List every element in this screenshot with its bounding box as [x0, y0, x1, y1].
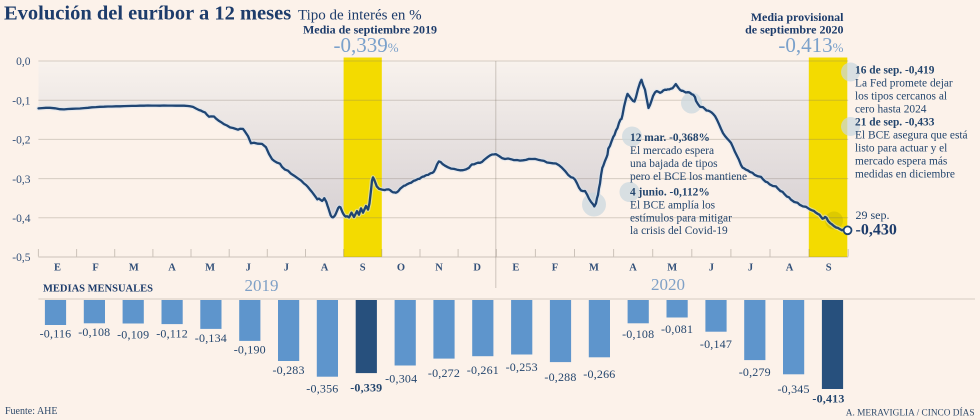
svg-text:21 de sep. -0,433: 21 de sep. -0,433: [855, 117, 935, 129]
svg-text:los tipos cercanos al: los tipos cercanos al: [855, 91, 947, 103]
svg-text:12 mar. -0,368%: 12 mar. -0,368%: [630, 132, 710, 144]
svg-text:N: N: [435, 263, 443, 274]
svg-text:M: M: [205, 263, 215, 274]
svg-text:E: E: [54, 263, 61, 274]
svg-text:-0,266: -0,266: [583, 367, 615, 381]
svg-text:D: D: [473, 263, 481, 274]
svg-text:-0,413: -0,413: [812, 392, 844, 406]
svg-text:-0,345: -0,345: [777, 382, 809, 396]
svg-text:J: J: [246, 263, 251, 274]
svg-text:la crisis del Covid-19: la crisis del Covid-19: [630, 225, 728, 237]
svg-text:A: A: [168, 263, 176, 274]
svg-text:-0,430: -0,430: [856, 222, 897, 239]
svg-text:-0,4: -0,4: [12, 213, 30, 225]
svg-text:La Fed promete dejar: La Fed promete dejar: [855, 78, 953, 90]
svg-text:pero el BCE los mantiene: pero el BCE los mantiene: [630, 171, 747, 183]
svg-text:-0,116: -0,116: [40, 327, 72, 341]
svg-text:4 junio. -0,112%: 4 junio. -0,112%: [630, 187, 710, 199]
svg-text:-0,283: -0,283: [272, 363, 304, 377]
svg-text:A. MERAVIGLIA / CINCO DÍAS: A. MERAVIGLIA / CINCO DÍAS: [846, 407, 975, 419]
svg-text:-0,272: -0,272: [428, 366, 460, 380]
svg-text:2019: 2019: [245, 276, 279, 295]
svg-text:MEDIAS MENSUALES: MEDIAS MENSUALES: [43, 284, 153, 295]
svg-text:-0,1: -0,1: [12, 95, 30, 107]
svg-text:mercado espera más: mercado espera más: [855, 156, 948, 168]
svg-text:Media de septiembre 2019: Media de septiembre 2019: [303, 23, 437, 37]
svg-text:El mercado espera: El mercado espera: [630, 145, 714, 157]
svg-text:S: S: [360, 263, 366, 274]
svg-text:-0,261: -0,261: [467, 363, 499, 377]
svg-text:-0,2: -0,2: [12, 135, 30, 147]
svg-text:J: J: [284, 263, 289, 274]
svg-text:F: F: [92, 263, 98, 274]
svg-text:-0,190: -0,190: [234, 343, 266, 357]
svg-text:F: F: [552, 263, 558, 274]
svg-text:-0,109: -0,109: [117, 328, 149, 342]
svg-text:una bajada de tipos: una bajada de tipos: [630, 158, 718, 170]
svg-text:Fuente: AHE: Fuente: AHE: [5, 406, 58, 417]
svg-text:M: M: [129, 263, 139, 274]
svg-text:A: A: [629, 263, 637, 274]
svg-text:-0,081: -0,081: [661, 322, 693, 336]
svg-text:listo para actuar y el: listo para actuar y el: [855, 143, 947, 155]
svg-text:M: M: [667, 263, 677, 274]
svg-text:E: E: [512, 263, 519, 274]
svg-text:-0,108: -0,108: [622, 327, 654, 341]
svg-text:-0,288: -0,288: [544, 370, 576, 384]
svg-text:Tipo de interés en %: Tipo de interés en %: [298, 8, 422, 24]
svg-text:-0,279: -0,279: [739, 365, 771, 379]
svg-text:medidas en diciembre: medidas en diciembre: [855, 169, 955, 181]
svg-text:-0,304: -0,304: [385, 371, 417, 385]
svg-text:-0,134: -0,134: [195, 331, 227, 345]
svg-text:estímulos para mitigar: estímulos para mitigar: [630, 212, 732, 224]
svg-text:-0,253: -0,253: [506, 360, 538, 374]
svg-text:2020: 2020: [651, 275, 685, 294]
svg-text:J: J: [709, 263, 714, 274]
svg-text:29 sep.: 29 sep.: [856, 208, 890, 222]
svg-text:de septiembre 2020: de septiembre 2020: [745, 23, 843, 37]
svg-text:-0,147: -0,147: [700, 337, 732, 351]
svg-text:J: J: [748, 263, 753, 274]
svg-text:O: O: [397, 263, 405, 274]
svg-text:El BCE asegura que está: El BCE asegura que está: [855, 130, 968, 142]
svg-text:Evolución del euríbor a 12 mes: Evolución del euríbor a 12 meses: [4, 3, 291, 25]
svg-text:M: M: [589, 263, 599, 274]
svg-text:Media provisional: Media provisional: [751, 10, 844, 24]
svg-text:-0,5: -0,5: [12, 252, 30, 264]
svg-text:-0,356: -0,356: [306, 382, 338, 396]
svg-text:0,0: 0,0: [16, 56, 31, 68]
svg-text:-0,112: -0,112: [156, 327, 188, 341]
svg-text:A: A: [786, 263, 794, 274]
svg-text:A: A: [321, 263, 329, 274]
svg-text:S: S: [826, 263, 832, 274]
svg-text:-0,3: -0,3: [12, 174, 30, 186]
svg-text:-0,339: -0,339: [350, 381, 382, 395]
svg-text:cero hasta 2024: cero hasta 2024: [855, 104, 927, 116]
svg-text:16 de sep. -0,419: 16 de sep. -0,419: [855, 65, 935, 77]
svg-text:-0,108: -0,108: [78, 325, 110, 339]
svg-text:El BCE amplía los: El BCE amplía los: [630, 199, 716, 211]
